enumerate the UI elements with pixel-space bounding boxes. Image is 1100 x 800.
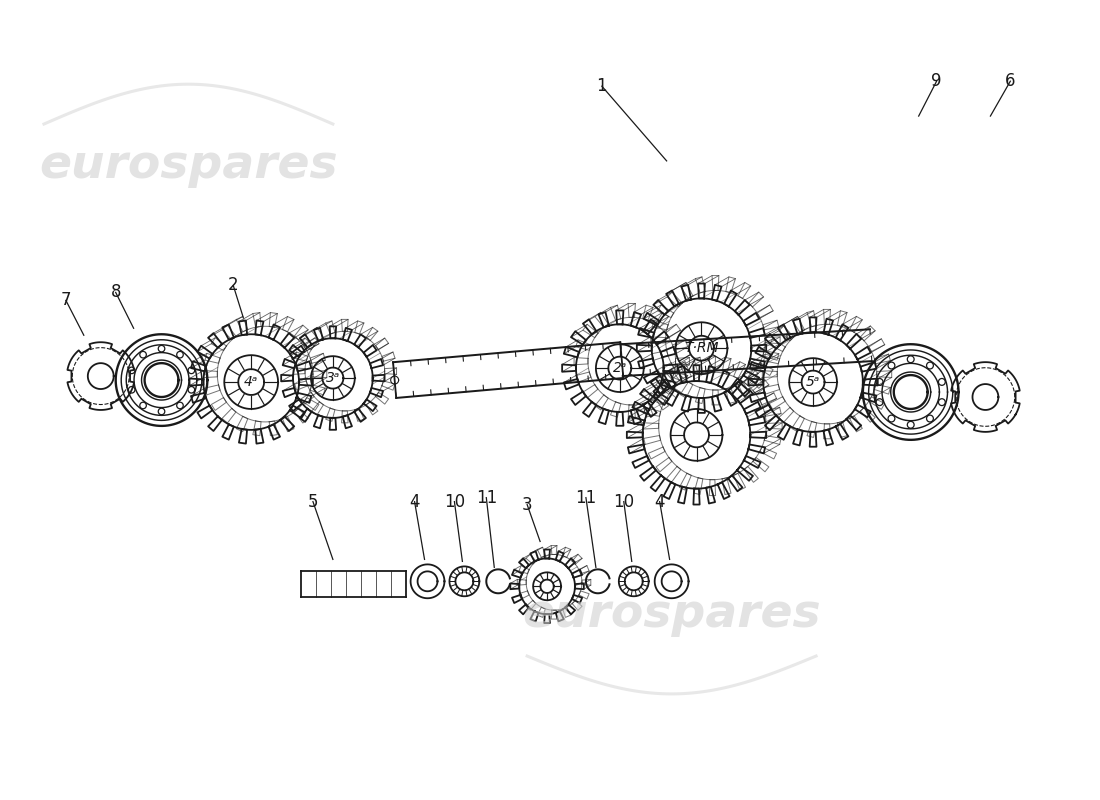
Text: 9: 9	[932, 72, 942, 90]
Text: 4: 4	[409, 493, 420, 510]
Text: 10: 10	[444, 493, 465, 510]
Text: 8: 8	[110, 283, 121, 302]
Text: 10: 10	[613, 493, 635, 510]
Text: 4ᵃ: 4ᵃ	[244, 375, 258, 389]
Text: 1: 1	[596, 77, 607, 95]
Text: 11: 11	[575, 489, 596, 506]
Text: 5ᵃ: 5ᵃ	[806, 375, 821, 389]
Text: 3ᵃ: 3ᵃ	[326, 371, 340, 385]
Text: T·RM: T·RM	[684, 341, 718, 355]
Text: eurospares: eurospares	[522, 592, 821, 637]
Text: 5: 5	[308, 493, 318, 510]
Text: 2: 2	[228, 277, 239, 294]
Text: 6: 6	[1005, 72, 1015, 90]
Text: 2ᵃ: 2ᵃ	[613, 361, 627, 375]
Text: eurospares: eurospares	[40, 143, 338, 188]
Text: 3: 3	[521, 496, 532, 514]
Text: 4: 4	[654, 493, 664, 510]
Text: 11: 11	[475, 489, 497, 506]
Text: 7: 7	[60, 291, 72, 310]
